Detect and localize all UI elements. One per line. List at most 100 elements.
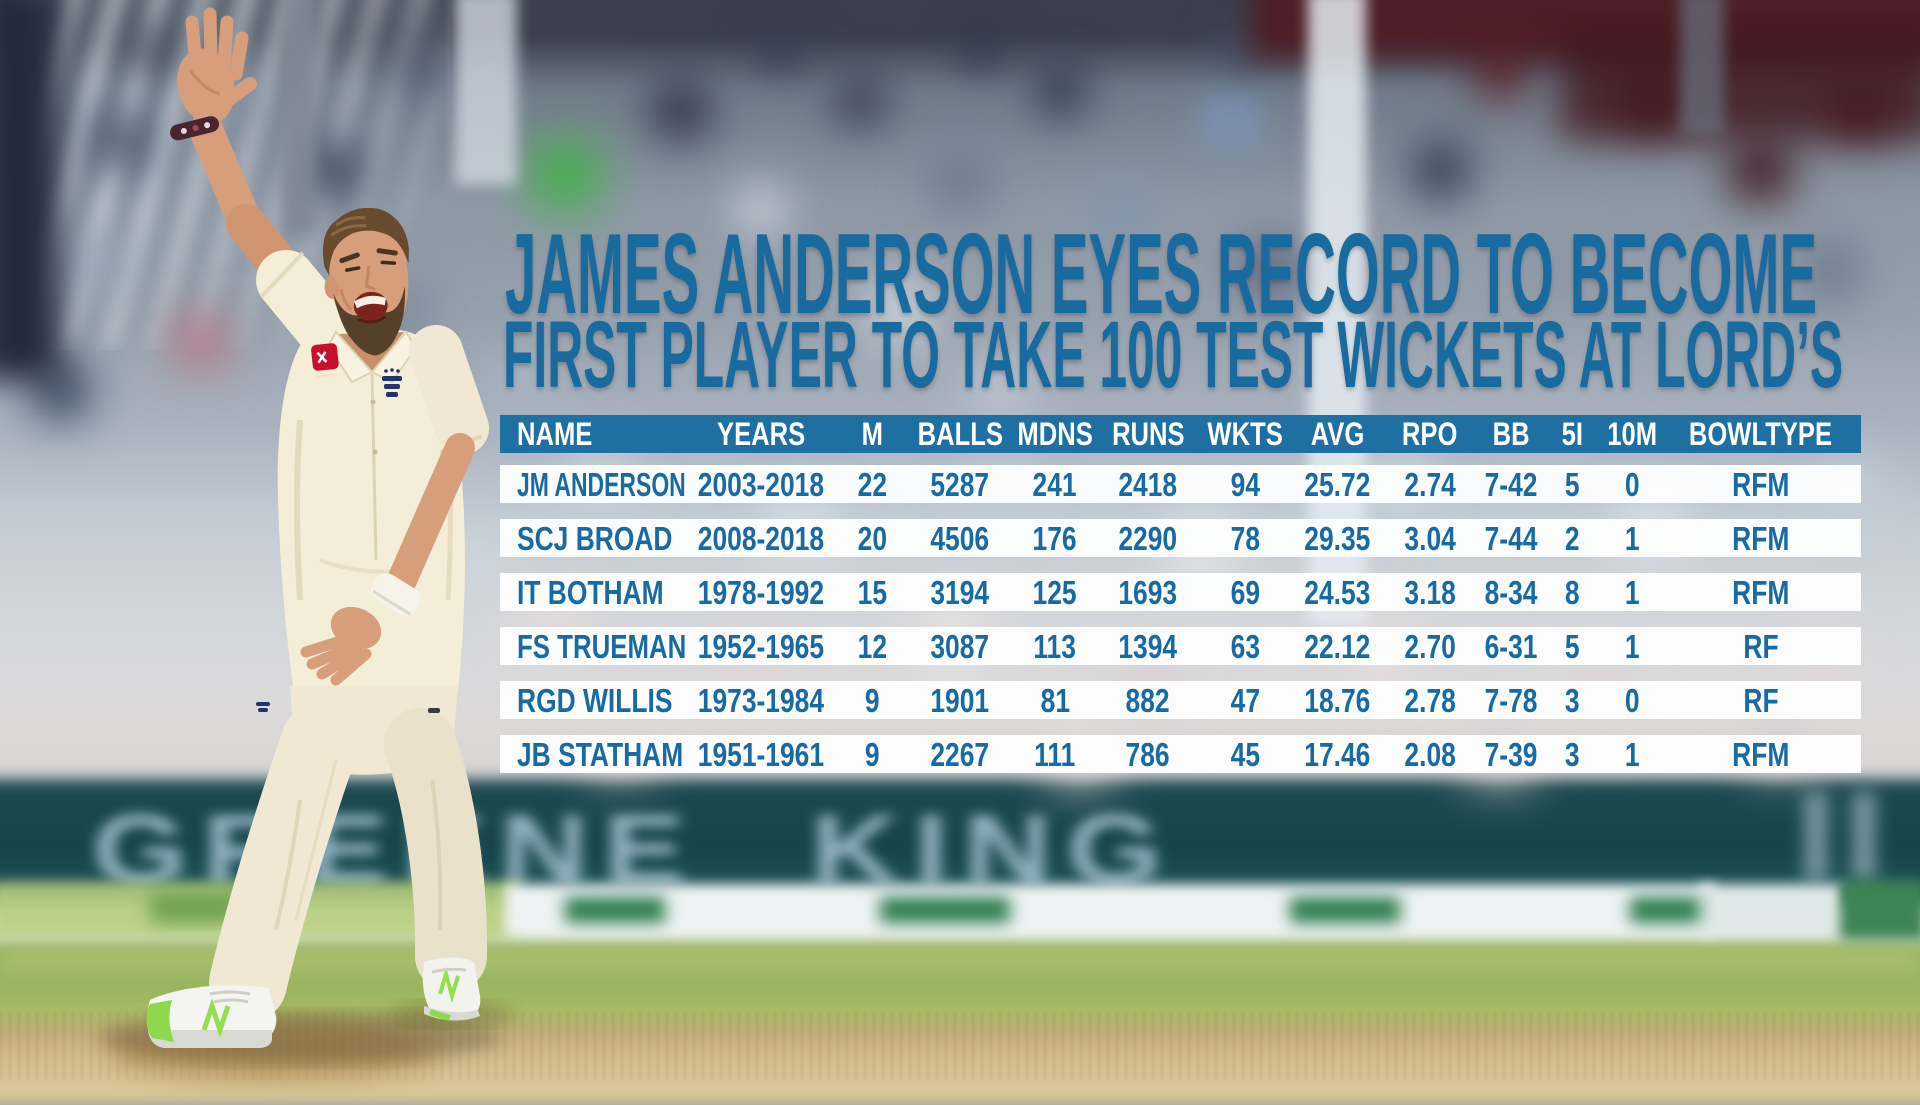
cell-value: RFM <box>1731 735 1790 773</box>
cell-rpo: 2.78 <box>1378 684 1482 717</box>
cell-value: 1 <box>1624 735 1640 773</box>
cell-years: 1978-1992 <box>690 576 832 609</box>
cell-runs: 1693 <box>1102 576 1194 609</box>
cell-value: 22.12 <box>1303 627 1371 665</box>
cell-value: 9 <box>864 681 880 719</box>
column-header-name: NAME <box>500 418 690 450</box>
cell-bb: 6-31 <box>1482 630 1540 663</box>
stand-pillar <box>455 0 517 185</box>
cell-value: 20 <box>857 519 887 557</box>
cell-value: 81 <box>1040 681 1070 719</box>
headline-line-1: JAMES ANDERSON EYES RECORD TO BECOME <box>505 211 1818 338</box>
ad-board-logo <box>565 897 665 923</box>
column-header-label: RUNS <box>1111 416 1185 452</box>
cell-value: 94 <box>1230 465 1260 503</box>
headline-line-2: FIRST PLAYER TO TAKE 100 TEST WICKETS AT… <box>503 302 1844 408</box>
cell-value: 8 <box>1564 573 1580 611</box>
sponsor-banner-right-glyphs <box>1795 792 1915 882</box>
cell-value: 3194 <box>930 573 990 611</box>
trousers <box>209 686 488 1022</box>
cell-balls: 4506 <box>912 522 1008 555</box>
cell-value: 176 <box>1032 519 1078 557</box>
cell-bowltype: RF <box>1660 630 1861 663</box>
cell-bowltype: RFM <box>1660 468 1861 501</box>
cell-name: RGD WILLIS <box>500 684 690 717</box>
cell-value: RFM <box>1731 465 1790 503</box>
stand-pillar <box>1680 0 1724 135</box>
cell-value: 3.18 <box>1404 573 1456 611</box>
cell-avg: 17.46 <box>1296 738 1378 771</box>
cell-avg: 29.35 <box>1296 522 1378 555</box>
cell-runs: 882 <box>1102 684 1194 717</box>
cell-value: 5 <box>1564 465 1580 503</box>
trouser-crest <box>256 702 270 712</box>
table-row: JB STATHAM 1951-1961 9 2267 111 786 45 17.46 2.0… <box>500 735 1861 773</box>
column-header-runs: RUNS <box>1102 418 1194 450</box>
cell-runs: 786 <box>1102 738 1194 771</box>
cell-value: 111 <box>1034 735 1076 773</box>
cell-value: 113 <box>1033 627 1077 665</box>
hair <box>322 207 410 277</box>
cell-value: 1 <box>1624 519 1640 557</box>
cell-value: 5 <box>1564 627 1580 665</box>
cell-balls: 3087 <box>912 630 1008 663</box>
cell-5i: 8 <box>1540 576 1604 609</box>
cell-value: 1901 <box>930 681 990 719</box>
cell-value: 24.53 <box>1303 573 1371 611</box>
column-header-label: BB <box>1492 416 1530 452</box>
cell-value: 78 <box>1230 519 1260 557</box>
cell-10m: 1 <box>1604 738 1660 771</box>
column-header-label: YEARS <box>716 416 806 452</box>
cell-name: IT BOTHAM <box>500 576 690 609</box>
cell-value: 882 <box>1125 681 1171 719</box>
column-header-bowltype: BOWLTYPE <box>1660 418 1861 450</box>
cell-bb: 7-78 <box>1482 684 1540 717</box>
cell-10m: 1 <box>1604 576 1660 609</box>
cell-value: 7-39 <box>1484 735 1538 773</box>
cell-avg: 25.72 <box>1296 468 1378 501</box>
cell-value: 17.46 <box>1303 735 1371 773</box>
cell-balls: 2267 <box>912 738 1008 771</box>
cell-value: 0 <box>1624 465 1640 503</box>
cell-value: SCJ BROAD <box>517 519 673 557</box>
cell-value: 2418 <box>1118 465 1178 503</box>
cell-mdns: 176 <box>1008 522 1102 555</box>
column-header-label: RPO <box>1402 416 1458 452</box>
table-row: SCJ BROAD 2008-2018 20 4506 176 2290 78 29.35 3.… <box>500 519 1861 557</box>
cell-value: 1 <box>1624 627 1640 665</box>
cell-bb: 7-42 <box>1482 468 1540 501</box>
cell-value: RFM <box>1731 573 1790 611</box>
cell-value: 125 <box>1032 573 1078 611</box>
foreground-dark-figure <box>0 0 60 380</box>
cell-runs: 2418 <box>1102 468 1194 501</box>
cell-value: 2.78 <box>1404 681 1456 719</box>
left-shoe <box>146 985 277 1048</box>
hand-fingers <box>185 7 257 107</box>
cell-value: 241 <box>1032 465 1078 503</box>
stand-pillar <box>283 0 317 235</box>
cell-wkts: 63 <box>1194 630 1296 663</box>
table-header-row: NAME YEARS M BALLS MDNS RUNS WKTS AVG RPO BB 5I 10M… <box>500 415 1861 453</box>
cell-value: 0 <box>1624 681 1640 719</box>
cell-value: 3 <box>1564 681 1580 719</box>
cell-wkts: 69 <box>1194 576 1296 609</box>
cell-value: 1951-1961 <box>697 735 825 773</box>
cell-bb: 8-34 <box>1482 576 1540 609</box>
nb-logo <box>428 708 440 713</box>
cell-years: 1973-1984 <box>690 684 832 717</box>
cell-value: 2.08 <box>1404 735 1456 773</box>
column-header-wkts: WKTS <box>1194 418 1296 450</box>
cell-5i: 5 <box>1540 468 1604 501</box>
cell-value: 2267 <box>930 735 990 773</box>
column-header-bb: BB <box>1482 418 1540 450</box>
cell-10m: 1 <box>1604 630 1660 663</box>
cell-years: 2008-2018 <box>690 522 832 555</box>
cell-mdns: 81 <box>1008 684 1102 717</box>
column-header-label: AVG <box>1310 416 1364 452</box>
cell-bb: 7-44 <box>1482 522 1540 555</box>
cell-value: 3.04 <box>1404 519 1456 557</box>
cell-bb: 7-39 <box>1482 738 1540 771</box>
cell-m: 12 <box>832 630 912 663</box>
ad-board-green-right <box>1840 880 1920 940</box>
